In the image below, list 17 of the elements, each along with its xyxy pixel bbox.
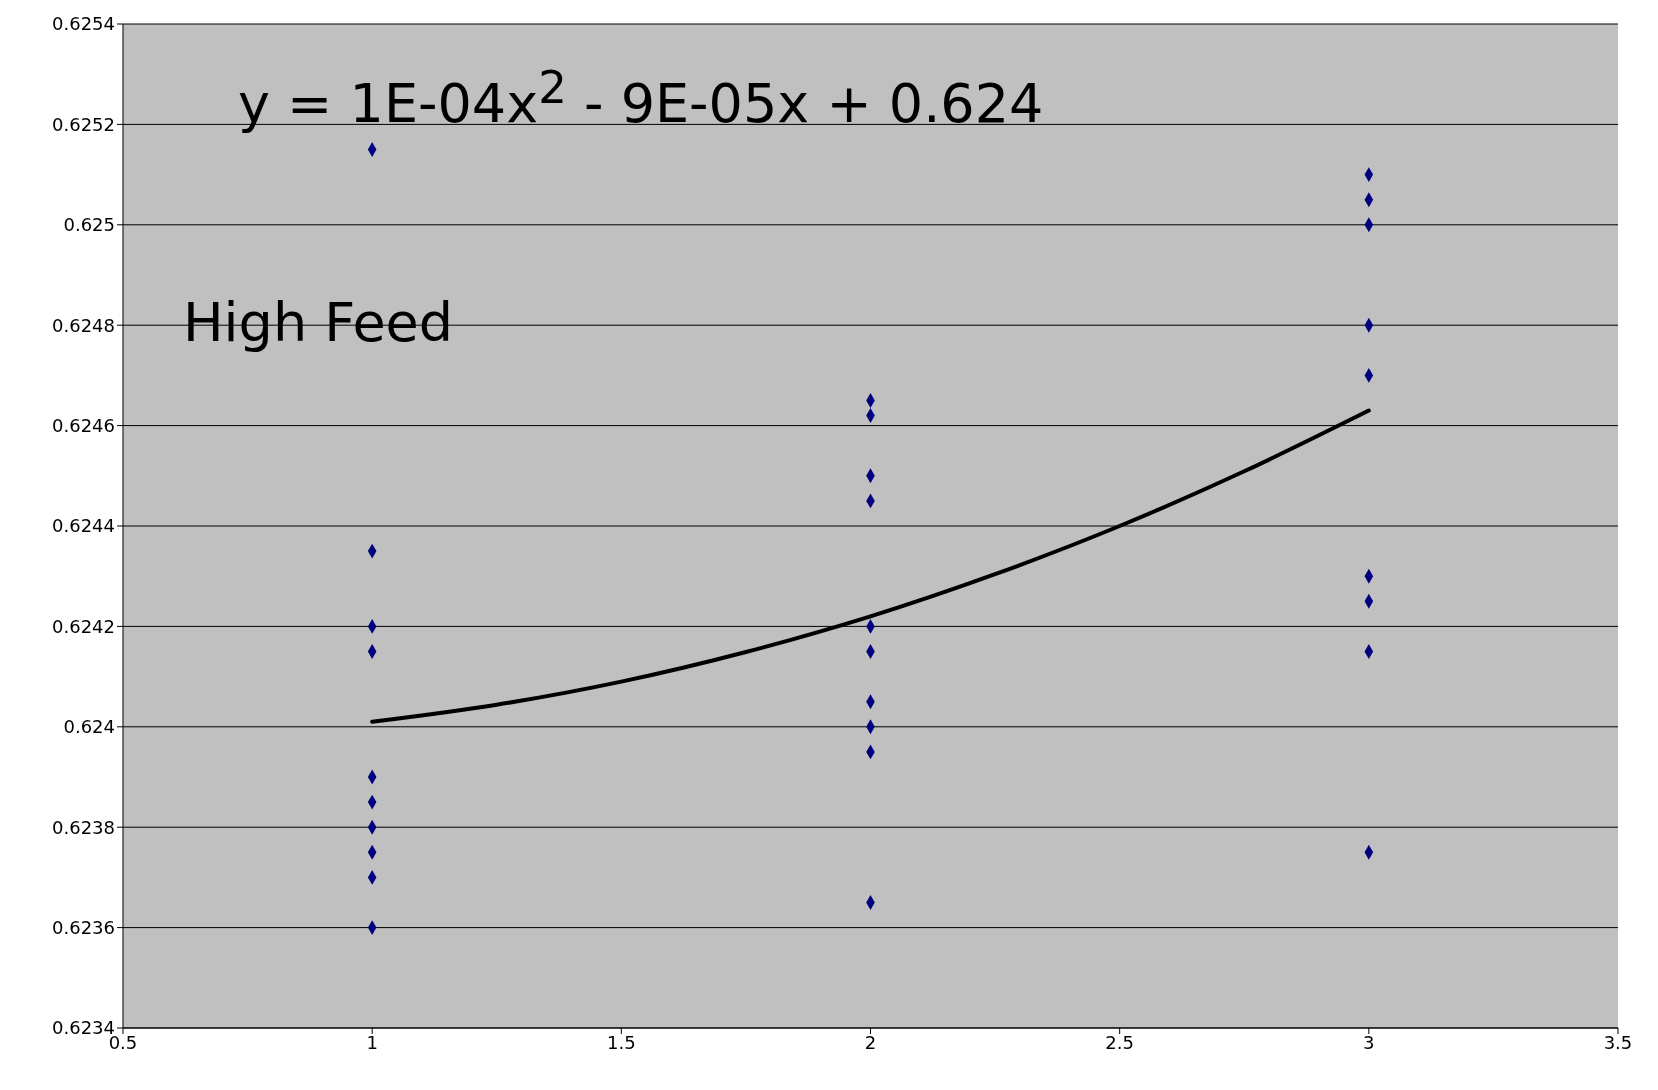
annotation: y = 1E-04x$^{2}$ - 9E-05x + 0.624 [238, 61, 1044, 135]
x-tick-label: 2.5 [1105, 1031, 1134, 1053]
x-tick-label: 2 [864, 1031, 877, 1053]
x-tick-label: 3 [1363, 1031, 1375, 1053]
y-tick-label: 0.6244 [52, 515, 115, 537]
y-tick-label: 0.625 [63, 214, 115, 236]
y-tick-label: 0.6246 [52, 414, 115, 436]
y-tick-label: 0.6238 [52, 816, 115, 838]
y-tick-label: 0.624 [63, 716, 115, 738]
y-tick-label: 0.6242 [52, 615, 115, 637]
y-tick-label: 0.6248 [52, 314, 115, 336]
x-tick-label: 1.5 [607, 1031, 636, 1053]
x-tick-label: 3.5 [1603, 1031, 1633, 1053]
y-tick-label: 0.6252 [52, 113, 115, 135]
x-tick-label: 1 [366, 1031, 378, 1053]
y-tick-label: 0.6254 [52, 13, 115, 35]
y-tick-label: 0.6236 [52, 916, 115, 938]
